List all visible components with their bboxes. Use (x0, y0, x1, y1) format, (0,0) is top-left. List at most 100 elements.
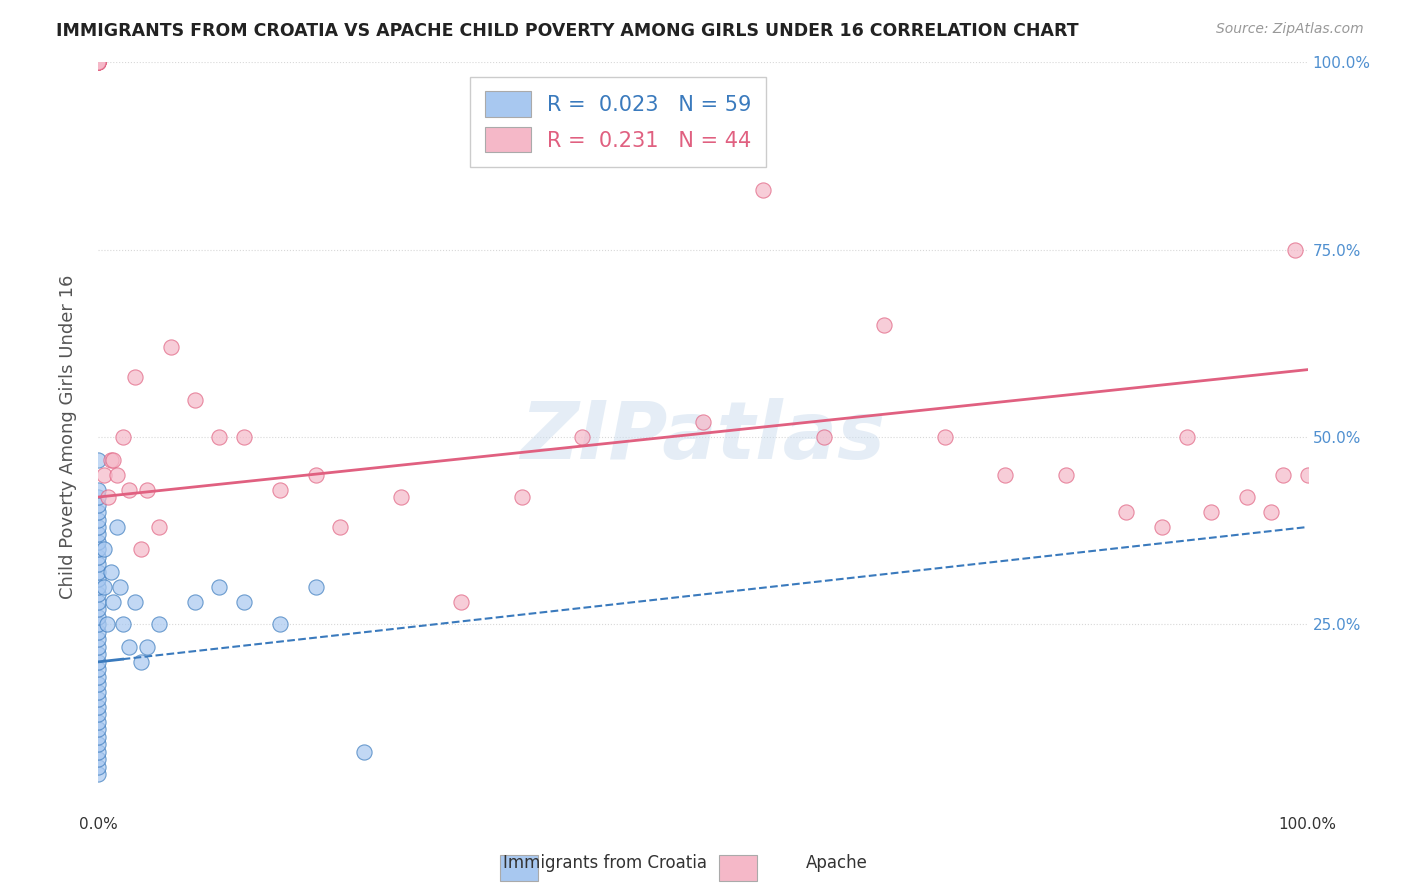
Point (87, 490, 110, 504)
Point (184, 595, 207, 609)
Point (87, 617, 110, 632)
Point (571, 430, 593, 444)
Point (994, 467, 1017, 482)
Point (1115, 505, 1137, 519)
Point (87, 55, 110, 70)
Point (329, 520, 352, 534)
Point (87, 752, 110, 766)
Point (87, 527, 110, 541)
Point (87, 767, 110, 781)
Point (87, 505, 110, 519)
Point (87, 573, 110, 587)
Point (101, 595, 124, 609)
Point (208, 430, 231, 444)
Point (105, 467, 128, 482)
Point (111, 430, 134, 444)
Point (87, 498, 110, 512)
Point (87, 535, 110, 549)
Legend: R =  0.023   N = 59, R =  0.231   N = 44: R = 0.023 N = 59, R = 0.231 N = 44 (471, 77, 766, 167)
Point (148, 617, 170, 632)
Point (87, 483, 110, 497)
Point (87, 707, 110, 722)
Point (87, 602, 110, 616)
Text: Apache: Apache (806, 855, 868, 872)
Point (148, 520, 170, 534)
Point (1236, 490, 1258, 504)
Point (87, 558, 110, 572)
Point (105, 520, 128, 534)
Point (101, 452, 124, 467)
Point (87, 632, 110, 647)
Text: IMMIGRANTS FROM CROATIA VS APACHE CHILD POVERTY AMONG GIRLS UNDER 16 CORRELATION: IMMIGRANTS FROM CROATIA VS APACHE CHILD … (56, 22, 1078, 40)
Text: ZIPatlas: ZIPatlas (520, 398, 886, 476)
Point (752, 183, 775, 197)
Point (87, 55, 110, 70)
Point (87, 723, 110, 737)
Point (135, 483, 157, 497)
Point (100, 565, 122, 579)
Point (353, 745, 375, 759)
Point (87, 512, 110, 526)
Point (87, 595, 110, 609)
Point (87, 737, 110, 751)
Point (1175, 430, 1198, 444)
Text: Immigrants from Croatia: Immigrants from Croatia (502, 855, 707, 872)
Point (160, 340, 183, 354)
Point (1284, 243, 1306, 257)
Point (87, 580, 110, 594)
Point (87, 640, 110, 654)
Point (87, 624, 110, 639)
Point (111, 617, 134, 632)
Point (87, 730, 110, 744)
FancyBboxPatch shape (501, 855, 537, 881)
Point (184, 392, 207, 407)
Point (1260, 505, 1282, 519)
Point (97, 490, 120, 504)
Point (1296, 467, 1319, 482)
Point (1272, 467, 1295, 482)
Point (87, 714, 110, 729)
Point (934, 430, 956, 444)
Point (93, 467, 115, 482)
Point (87, 55, 110, 70)
Point (305, 580, 328, 594)
Point (129, 655, 152, 669)
Point (87, 542, 110, 557)
Point (305, 467, 328, 482)
Point (87, 662, 110, 676)
Point (87, 655, 110, 669)
Point (87, 565, 110, 579)
Point (124, 370, 146, 384)
Point (87, 55, 110, 70)
Point (692, 415, 714, 429)
Point (87, 610, 110, 624)
Point (87, 587, 110, 601)
Point (87, 760, 110, 774)
Point (87, 549, 110, 564)
Point (96, 617, 118, 632)
Point (87, 452, 110, 467)
Point (87, 520, 110, 534)
Point (93, 542, 115, 557)
Point (118, 483, 141, 497)
Point (87, 685, 110, 699)
Point (129, 542, 152, 557)
Point (108, 580, 131, 594)
Point (269, 617, 291, 632)
Point (87, 692, 110, 706)
Point (1152, 520, 1174, 534)
Point (87, 648, 110, 662)
Point (87, 55, 110, 70)
Point (510, 490, 533, 504)
Point (208, 580, 231, 594)
Point (118, 640, 141, 654)
Point (232, 595, 254, 609)
Point (87, 55, 110, 70)
Point (389, 490, 412, 504)
Point (450, 595, 472, 609)
Point (87, 670, 110, 684)
Point (232, 430, 254, 444)
Point (87, 699, 110, 714)
Point (1199, 505, 1222, 519)
Point (269, 483, 291, 497)
